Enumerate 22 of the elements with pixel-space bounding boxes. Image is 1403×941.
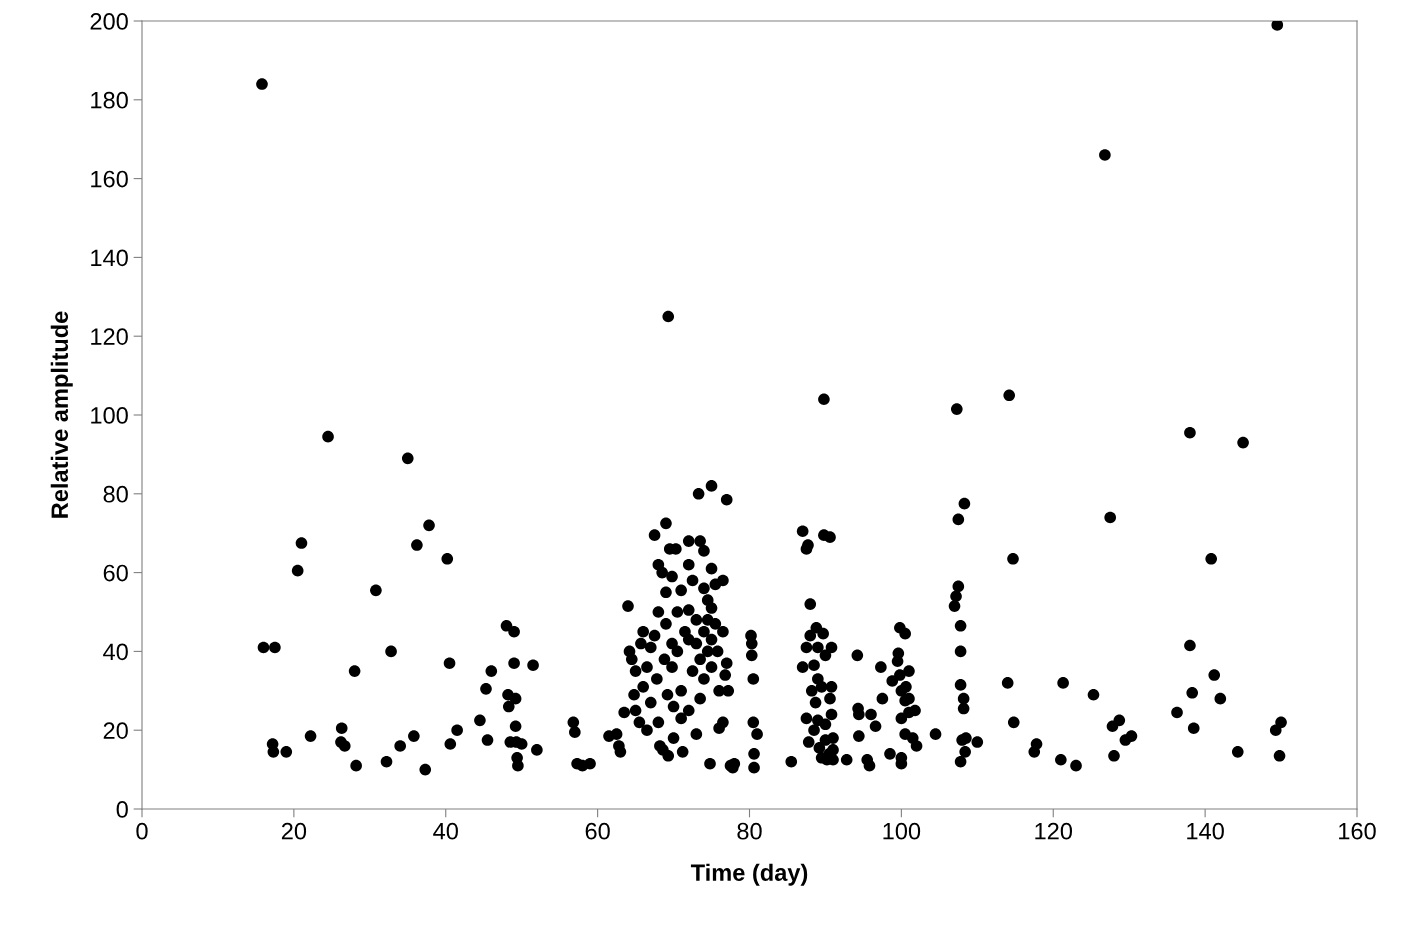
y-tick-label: 100 <box>91 407 128 424</box>
y-tick-label: 60 <box>103 564 128 582</box>
y-tick-label: 20 <box>103 722 128 739</box>
y-tick-label: 120 <box>91 328 128 345</box>
x-axis-title: Time (day) <box>690 863 808 886</box>
y-axis-title: Relative amplitude <box>50 311 73 518</box>
x-tick-label: 100 <box>883 822 921 840</box>
x-tick-label: 20 <box>281 822 307 840</box>
y-tick-label: 140 <box>91 249 128 267</box>
y-tick-label: 80 <box>103 485 128 503</box>
x-tick-label: 0 <box>136 822 148 840</box>
x-tick-label: 120 <box>1035 822 1073 840</box>
x-tick-label: 40 <box>433 822 458 840</box>
y-tick-label: 0 <box>116 801 128 818</box>
x-tick-label: 60 <box>585 822 610 840</box>
x-tick-label: 80 <box>737 822 762 840</box>
y-tick-label: 200 <box>90 13 128 30</box>
y-tick-label: 180 <box>91 91 128 109</box>
x-tick-label: 140 <box>1187 822 1224 840</box>
y-tick-label: 160 <box>91 170 128 188</box>
x-tick-label: 160 <box>1339 822 1376 840</box>
y-tick-label: 40 <box>103 643 128 661</box>
